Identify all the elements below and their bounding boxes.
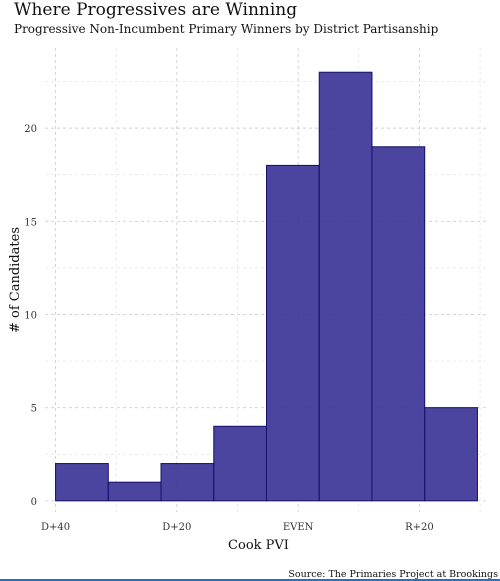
histogram-bar: [55, 463, 109, 502]
x-tick-label: D+20: [162, 522, 191, 533]
x-tick-label: R+20: [405, 522, 434, 533]
x-axis-label: Cook PVI: [228, 538, 289, 553]
y-axis-label: # of Candidates: [8, 227, 23, 333]
bars: [55, 71, 478, 502]
histogram-bar: [160, 463, 215, 502]
source-note: Source: The Primaries Project at Brookin…: [288, 569, 498, 580]
histogram-bar: [266, 164, 320, 502]
y-tick-labels: 0 5 10 15 20: [24, 124, 37, 508]
y-tick-label: 10: [24, 310, 37, 321]
window-bottom-edge: [0, 579, 500, 581]
x-tick-labels: D+40 D+20 EVEN R+20: [41, 522, 434, 533]
histogram-bar: [318, 71, 373, 502]
histogram-bar: [213, 425, 267, 502]
y-tick-label: 0: [31, 497, 37, 508]
histogram-bar: [424, 407, 478, 502]
chart-subtitle: Progressive Non-Incumbent Primary Winner…: [14, 22, 439, 36]
x-tick-label: D+40: [41, 522, 70, 533]
x-tick-label: EVEN: [283, 522, 314, 533]
histogram-bar: [107, 481, 162, 502]
y-tick-label: 5: [31, 404, 37, 415]
chart-title: Where Progressives are Winning: [14, 0, 298, 20]
y-tick-label: 15: [24, 217, 37, 228]
y-tick-label: 20: [24, 124, 37, 135]
histogram-bar: [371, 146, 426, 502]
